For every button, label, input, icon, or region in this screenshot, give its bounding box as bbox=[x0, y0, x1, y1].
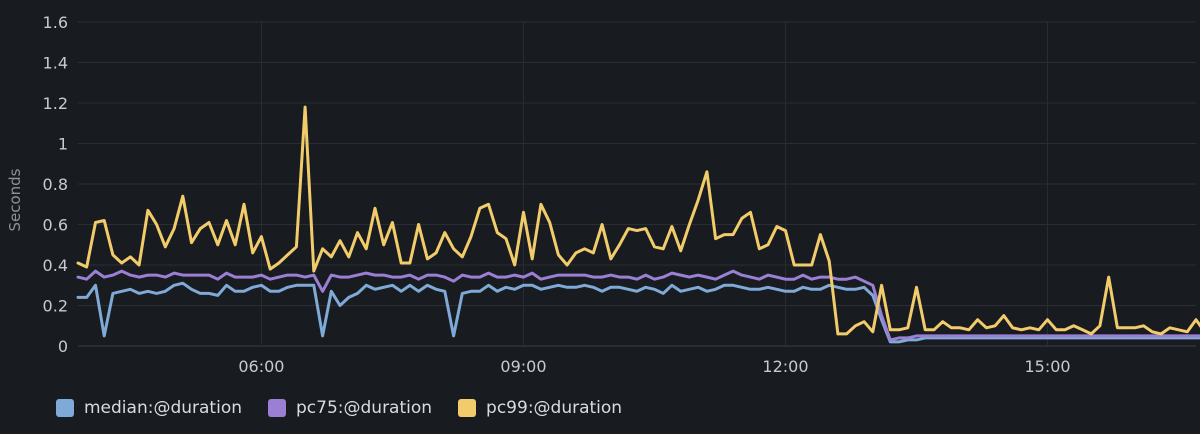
pc99-series-line bbox=[76, 105, 1200, 336]
legend-label: median:@duration bbox=[84, 398, 242, 418]
y-axis-ticks: 0 0.2 0.4 0.6 0.8 1 1.2 1.4 1.6 bbox=[43, 13, 68, 356]
y-tick-label: 1.2 bbox=[43, 94, 68, 113]
y-axis-title: Seconds bbox=[6, 168, 24, 231]
x-tick-label: 15:00 bbox=[1024, 357, 1070, 376]
median-series-line bbox=[76, 281, 1200, 344]
grid-lines bbox=[78, 21, 1196, 347]
legend-item-pc99[interactable]: pc99:@duration bbox=[458, 398, 622, 418]
pc75-series-line bbox=[76, 269, 1200, 342]
y-tick-label: 0.6 bbox=[43, 216, 68, 235]
legend-item-pc75[interactable]: pc75:@duration bbox=[268, 398, 432, 418]
legend-swatch bbox=[56, 399, 74, 417]
x-axis-ticks: 06:00 09:00 12:00 15:00 bbox=[238, 357, 1070, 376]
legend-label: pc99:@duration bbox=[486, 398, 623, 418]
legend-swatch bbox=[268, 399, 286, 417]
x-tick-label: 09:00 bbox=[500, 357, 546, 376]
x-tick-label: 12:00 bbox=[762, 357, 808, 376]
y-tick-label: 0.2 bbox=[43, 297, 68, 316]
y-tick-label: 0 bbox=[58, 337, 68, 356]
y-tick-label: 1 bbox=[58, 135, 68, 154]
y-tick-label: 0.4 bbox=[43, 256, 68, 275]
y-tick-label: 1.4 bbox=[43, 54, 68, 73]
legend-item-median[interactable]: median:@duration bbox=[56, 398, 242, 418]
x-tick-label: 06:00 bbox=[238, 357, 284, 376]
legend-label: pc75:@duration bbox=[296, 398, 433, 418]
legend: median:@duration pc75:@duration pc99:@dura… bbox=[56, 398, 622, 418]
series-lines bbox=[76, 105, 1200, 344]
legend-swatch bbox=[458, 399, 477, 417]
y-tick-label: 0.8 bbox=[43, 175, 68, 194]
y-tick-label: 1.6 bbox=[43, 13, 68, 32]
